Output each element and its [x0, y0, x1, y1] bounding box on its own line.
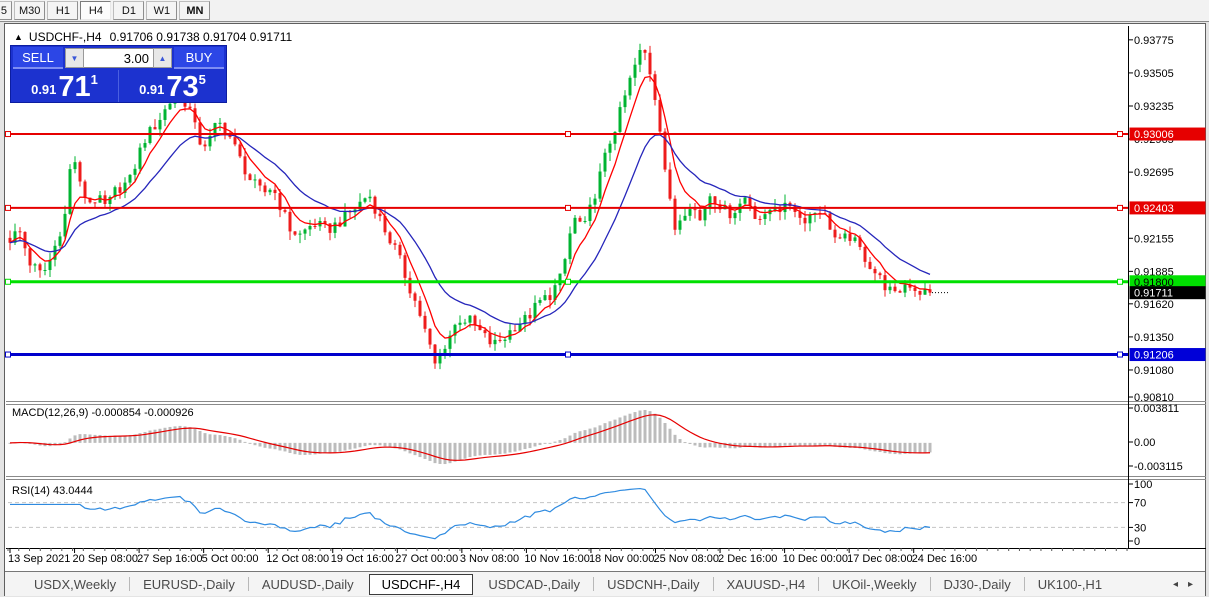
buy-price-display[interactable]: 0.91 73 5: [119, 70, 226, 102]
tab-divider: [247, 577, 249, 591]
rsi-label: RSI(14) 43.0444: [12, 485, 93, 497]
chart-tab-usdcnh-daily[interactable]: USDCNH-,Daily: [607, 576, 700, 592]
timeframe-button-m30[interactable]: M30: [14, 1, 46, 20]
chart-tab-eurusd-daily[interactable]: EURUSD-,Daily: [143, 576, 235, 592]
timeframe-button-h1[interactable]: H1: [47, 1, 79, 20]
chart-tab-ukoil-weekly[interactable]: UKOil-,Weekly: [832, 576, 917, 592]
buy-price-sup: 5: [198, 72, 206, 87]
tabs-scroll-left-icon[interactable]: ◂: [1172, 578, 1178, 590]
chart-title: ▲ USDCHF-,H4 0.91706 0.91738 0.91704 0.917…: [14, 30, 292, 44]
chart-tab-bar: USDX,Weekly EURUSD-,Daily AUDUSD-,Daily USD…: [5, 571, 1205, 596]
timeframe-toolbar: 5 M30 H1 H4 D1 W1 MN: [0, 0, 1209, 22]
timeframe-button-mn[interactable]: MN: [179, 1, 211, 20]
chart-symbol: USDCHF-,H4: [28, 30, 102, 44]
sell-price-prefix: 0.91: [31, 82, 57, 97]
tab-divider: [818, 577, 820, 591]
chart-tab-dj30-daily[interactable]: DJ30-,Daily: [943, 576, 1011, 592]
chart-tab-xauusd-h4[interactable]: XAUUSD-,H4: [726, 576, 806, 592]
chart-tab-usdchf-h4[interactable]: USDCHF-,H4: [368, 573, 474, 595]
volume-increase-button[interactable]: ▲: [153, 48, 172, 68]
buy-button[interactable]: BUY: [174, 47, 224, 69]
sell-button[interactable]: SELL: [13, 47, 63, 69]
timeframe-button-d1[interactable]: D1: [113, 1, 145, 20]
sell-price-big: 71: [58, 71, 91, 103]
sell-price-sup: 1: [90, 72, 98, 87]
chart-tab-usdx-weekly[interactable]: USDX,Weekly: [34, 576, 117, 592]
chart-tab-usdcad-daily[interactable]: USDCAD-,Daily: [488, 576, 581, 592]
buy-price-prefix: 0.91: [139, 82, 165, 97]
tab-divider: [129, 577, 131, 591]
timeframe-buttons: 5 M30 H1 H4 D1 W1 MN: [0, 1, 211, 20]
chart-tabs: USDX,Weekly EURUSD-,Daily AUDUSD-,Daily USD…: [21, 573, 1115, 595]
collapse-panel-icon[interactable]: ▲: [14, 32, 23, 42]
chart-window: [4, 23, 1206, 596]
chart-ohlc-values: 0.91706 0.91738 0.91704 0.91711: [109, 30, 293, 44]
buy-price-big: 73: [166, 71, 199, 103]
macd-label: MACD(12,26,9) -0.000854 -0.000926: [12, 407, 194, 419]
volume-input[interactable]: [84, 48, 153, 68]
volume-decrease-button[interactable]: ▼: [65, 48, 84, 68]
tab-divider: [712, 577, 714, 591]
timeframe-button-partial[interactable]: 5: [0, 1, 12, 20]
chart-tab-audusd-daily[interactable]: AUDUSD-,Daily: [261, 576, 354, 592]
sell-price-display[interactable]: 0.91 71 1: [11, 70, 119, 102]
tab-divider: [593, 577, 595, 591]
tab-divider: [1023, 577, 1025, 591]
timeframe-button-w1[interactable]: W1: [146, 1, 178, 20]
timeframe-button-h4[interactable]: H4: [80, 1, 112, 20]
chart-tab-uk100-h1[interactable]: UK100-,H1: [1037, 576, 1103, 592]
tabs-scroll-right-icon[interactable]: ▸: [1187, 578, 1193, 590]
tab-divider: [929, 577, 931, 591]
